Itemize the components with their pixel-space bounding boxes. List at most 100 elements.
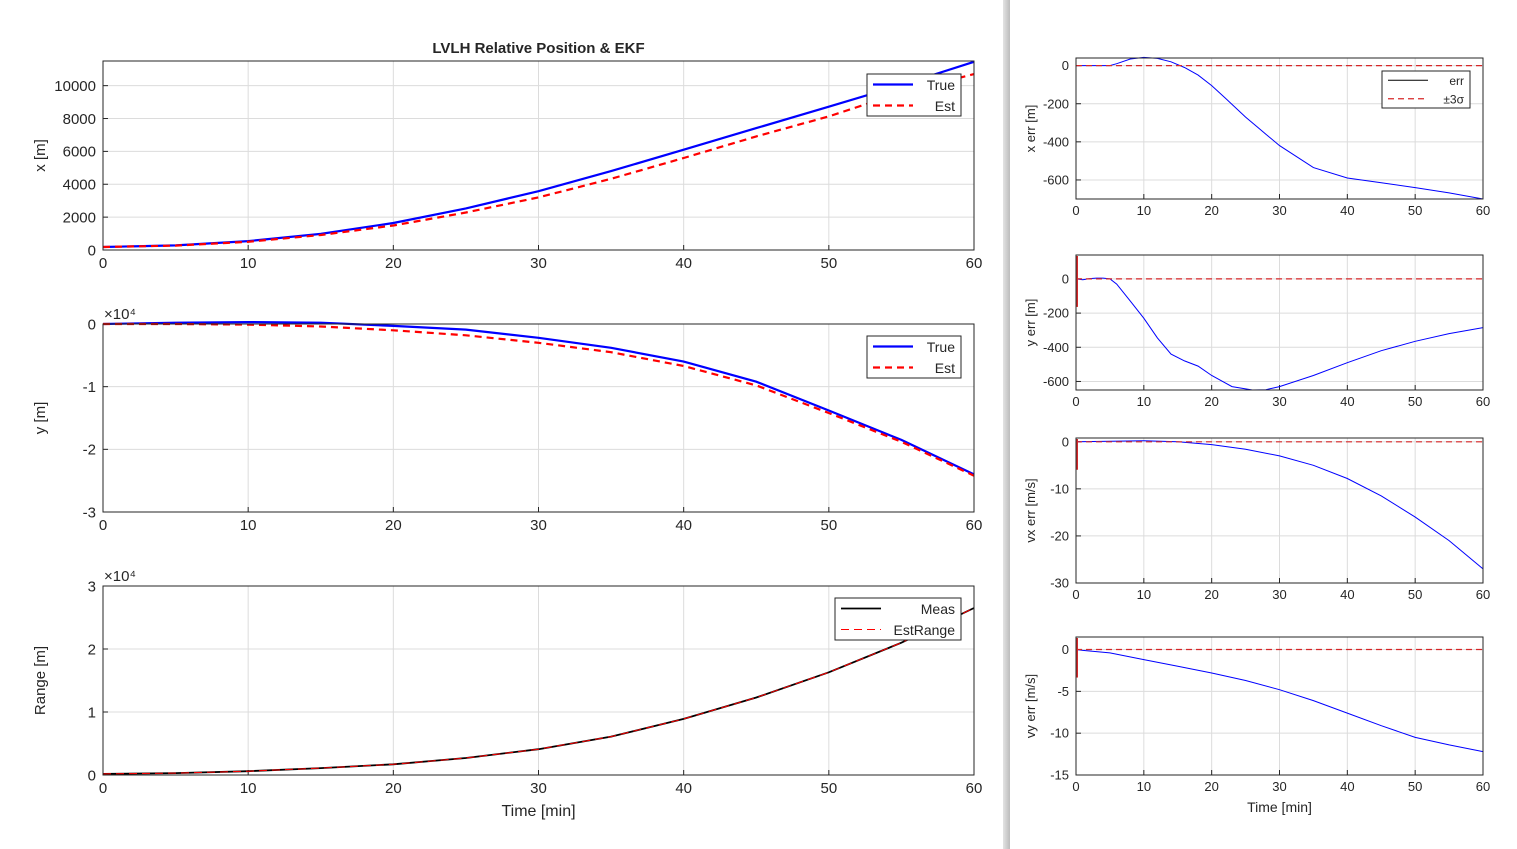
range-legend-box bbox=[834, 597, 962, 641]
vx-err-series-err-line bbox=[1075, 440, 1484, 570]
y-pos-axes-box bbox=[102, 323, 975, 513]
left-figure-window: 0 10 20 30 40 50 60 0 2000 4000 6000 8000 10000 x [m]… bbox=[32, 40, 983, 820]
x-err-x-tick-label: 30 bbox=[1272, 203, 1286, 218]
y-pos-y-tick-label: -3 bbox=[83, 504, 96, 521]
y-pos-y-axis-label: y [m] bbox=[32, 402, 49, 435]
range-legend-label: Meas bbox=[921, 601, 955, 617]
y-pos-x-tick-label: 40 bbox=[675, 517, 692, 534]
y-pos-x-tick-label: 10 bbox=[240, 517, 257, 534]
vx-err-x-tick-label: 30 bbox=[1272, 587, 1286, 602]
y-err-y-axis-label: y err [m] bbox=[1023, 299, 1038, 347]
x-err-x-tick-label: 0 bbox=[1072, 203, 1079, 218]
range-y-tick-label: 1 bbox=[88, 704, 96, 721]
vy-err-axes: 0 10 20 30 40 50 60 -15 -10 -5 0 vy err [m/s] Time [… bbox=[1023, 636, 1490, 815]
range-x-tick-label: 10 bbox=[240, 780, 257, 797]
y-err-x-tick-label: 30 bbox=[1272, 394, 1286, 409]
x-err-legend-box bbox=[1381, 70, 1471, 109]
vy-err-y-tick-label: 0 bbox=[1062, 642, 1069, 657]
range-y-tick-label: 0 bbox=[88, 767, 96, 784]
range-y-tick-label: 3 bbox=[88, 578, 96, 595]
y-pos-x-tick-label: 30 bbox=[530, 517, 547, 534]
y-pos-x-tick-label: 60 bbox=[966, 517, 983, 534]
x-pos-x-tick-label: 30 bbox=[530, 255, 547, 272]
x-err-legend-label: err bbox=[1449, 74, 1464, 88]
x-pos-y-tick-label: 6000 bbox=[63, 144, 96, 161]
y-pos-y-tick-label: -2 bbox=[83, 442, 96, 459]
vx-err-y-axis-label: vx err [m/s] bbox=[1023, 478, 1038, 542]
y-pos-legend-label: Est bbox=[935, 360, 955, 376]
range-y-tick-label: 2 bbox=[88, 641, 96, 658]
y-err-y-tick-label: -200 bbox=[1043, 306, 1069, 321]
vy-err-x-tick-label: 20 bbox=[1204, 779, 1218, 794]
y-pos-axes: 0 10 20 30 40 50 60 -3 -2 -1 0 y [m] ×10⁴ True Est bbox=[32, 306, 982, 534]
x-pos-x-tick-label: 0 bbox=[99, 255, 107, 272]
y-err-y-tick-label: 0 bbox=[1062, 271, 1069, 286]
y-err-x-tick-label: 60 bbox=[1476, 394, 1490, 409]
x-pos-title: LVLH Relative Position & EKF bbox=[432, 40, 644, 57]
x-err-series-err-line bbox=[1076, 56, 1484, 200]
range-y-axis-label: Range [m] bbox=[32, 646, 49, 715]
x-pos-y-axis-label: x [m] bbox=[32, 139, 49, 172]
y-pos-legend-label: True bbox=[927, 339, 955, 355]
range-legend-label: EstRange bbox=[894, 622, 956, 638]
y-pos-y-tick-label: 0 bbox=[88, 316, 96, 333]
vy-err-x-tick-label: 40 bbox=[1340, 779, 1354, 794]
x-pos-x-tick-label: 40 bbox=[675, 255, 692, 272]
vy-err-x-tick-label: 50 bbox=[1408, 779, 1422, 794]
x-pos-series-est-line bbox=[102, 73, 975, 249]
vx-err-y-tick-label: -10 bbox=[1050, 481, 1069, 496]
vy-err-x-axis-label: Time [min] bbox=[1247, 799, 1312, 815]
right-figure-window: 0 10 20 30 40 50 60 -600 -400 -200 0 x err [m] err ±3… bbox=[1010, 0, 1517, 849]
y-err-axes-box bbox=[1075, 254, 1484, 391]
x-err-x-tick-label: 10 bbox=[1137, 203, 1151, 218]
x-pos-y-tick-label: 0 bbox=[88, 242, 96, 259]
vy-err-axes-box bbox=[1075, 636, 1484, 776]
range-axes-box bbox=[102, 585, 975, 776]
y-pos-legend-box bbox=[866, 335, 962, 379]
vy-err-y-axis-label: vy err [m/s] bbox=[1023, 674, 1038, 738]
y-pos-series-est-line bbox=[103, 322, 975, 477]
vy-err-y-tick-label: -5 bbox=[1057, 684, 1069, 699]
vx-err-x-tick-label: 20 bbox=[1204, 587, 1218, 602]
vx-err-axes: 0 10 20 30 40 50 60 -30 -20 -10 0 vx err [m/s] bbox=[1023, 434, 1490, 602]
y-err-x-tick-label: 0 bbox=[1072, 394, 1079, 409]
y-pos-x-tick-label: 0 bbox=[99, 517, 107, 534]
y-err-x-tick-label: 40 bbox=[1340, 394, 1354, 409]
y-err-y-tick-label: -400 bbox=[1043, 340, 1069, 355]
x-pos-axes-box bbox=[102, 60, 975, 251]
x-pos-x-tick-label: 50 bbox=[820, 255, 837, 272]
y-err-x-tick-label: 10 bbox=[1137, 394, 1151, 409]
y-err-x-tick-label: 50 bbox=[1408, 394, 1422, 409]
x-pos-x-tick-label: 20 bbox=[385, 255, 402, 272]
y-err-series-err-line bbox=[1075, 277, 1484, 391]
y-pos-series-true-line bbox=[102, 320, 975, 476]
range-axes: 0 10 20 30 40 50 60 0 1 2 3 Range [m] Time [min] ×10⁴… bbox=[32, 568, 982, 820]
y-pos-y-tick-label: -1 bbox=[83, 379, 96, 396]
vx-err-axes-box bbox=[1075, 437, 1484, 584]
x-err-y-tick-label: -600 bbox=[1043, 172, 1069, 187]
range-exponent-label: ×10⁴ bbox=[104, 568, 136, 585]
x-err-x-tick-label: 20 bbox=[1204, 203, 1218, 218]
vx-err-y-tick-label: -20 bbox=[1050, 528, 1069, 543]
x-pos-legend-label: True bbox=[927, 77, 955, 93]
vy-err-x-tick-label: 60 bbox=[1476, 779, 1490, 794]
x-pos-legend-box bbox=[866, 73, 962, 117]
y-pos-exponent-label: ×10⁴ bbox=[104, 306, 136, 323]
y-err-x-tick-label: 20 bbox=[1204, 394, 1218, 409]
window-divider[interactable] bbox=[1003, 0, 1010, 849]
x-err-x-tick-label: 60 bbox=[1476, 203, 1490, 218]
range-x-tick-label: 30 bbox=[530, 780, 547, 797]
y-err-axes: 0 10 20 30 40 50 60 -600 -400 -200 0 y err [m] bbox=[1023, 254, 1490, 409]
x-err-axes-box bbox=[1075, 57, 1484, 200]
x-pos-axes: 0 10 20 30 40 50 60 0 2000 4000 6000 8000 10000 x [m]… bbox=[32, 40, 982, 272]
y-pos-x-tick-label: 20 bbox=[385, 517, 402, 534]
x-pos-y-tick-label: 10000 bbox=[54, 78, 96, 95]
x-err-y-axis-label: x err [m] bbox=[1023, 105, 1038, 153]
vx-err-x-tick-label: 10 bbox=[1137, 587, 1151, 602]
x-err-x-tick-label: 40 bbox=[1340, 203, 1354, 218]
x-pos-x-tick-label: 60 bbox=[966, 255, 983, 272]
x-pos-x-tick-label: 10 bbox=[240, 255, 257, 272]
x-err-legend-label: ±3σ bbox=[1443, 92, 1464, 106]
